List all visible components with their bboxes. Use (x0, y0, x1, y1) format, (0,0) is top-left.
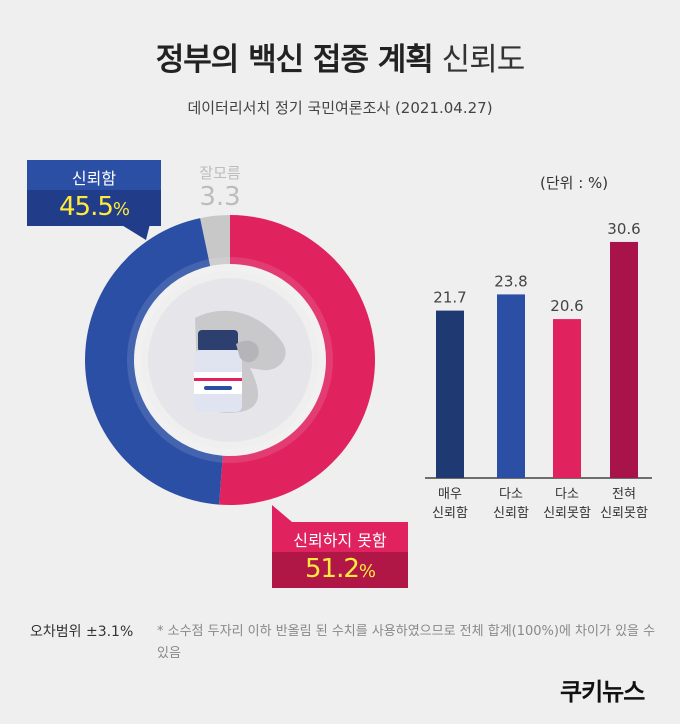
trust-callout-label-bg (27, 160, 161, 190)
bar-category-label-1: 매우 (438, 487, 462, 502)
trust-callout: 신뢰함 45.5% (27, 160, 161, 226)
distrust-slice (219, 215, 375, 506)
bar-value-label-1: 21.7 (433, 289, 466, 307)
dont-know-value: 3.3 (199, 182, 241, 212)
trust-callout-tail (120, 224, 150, 240)
bar-4 (610, 241, 638, 478)
bar-category-label-3: 다소 (555, 487, 579, 502)
bar-category-label-3: 신뢰못함 (543, 506, 591, 521)
trust-percent: % (112, 199, 130, 220)
title-light: 신뢰도 (441, 42, 526, 78)
bar-category-label-4: 신뢰못함 (600, 506, 648, 521)
donut-inner-ring (127, 257, 333, 463)
distrust-callout-label-bg (272, 522, 408, 552)
bar-category-label-2: 다소 (499, 487, 523, 502)
distrust-value: 51.2 (305, 554, 360, 584)
trust-value: 45.5 (59, 192, 114, 222)
bar-value-label-2: 23.8 (494, 272, 527, 290)
trust-label: 신뢰함 (71, 169, 117, 188)
margin-of-error: 오차범위 ±3.1% (30, 624, 134, 640)
title-bold: 정부의 백신 접종 계획 (155, 42, 434, 78)
dont-know-slice (200, 215, 230, 267)
trust-slice (84, 218, 223, 505)
bar-category-label-1: 신뢰함 (432, 506, 468, 521)
dont-know-label: 잘모름 (199, 164, 241, 182)
rounding-note: * 소수점 두자리 이하 반올림 된 수치를 사용하였으므로 전체 합계(100… (157, 624, 656, 661)
chart-subtitle: 데이터리서치 정기 국민여론조사 (2021.04.27) (187, 99, 493, 117)
distrust-callout: 신뢰하지 못함 51.2% (272, 522, 408, 588)
trust-value-row: 45.5% (27, 192, 161, 222)
bar-2 (497, 294, 525, 478)
distrust-percent: % (358, 561, 376, 582)
distrust-value-row: 51.2% (272, 554, 408, 584)
unit-label: (단위 : %) (540, 174, 609, 192)
distrust-callout-tail (272, 505, 292, 522)
vaccine-vial-icon (194, 310, 286, 413)
bar-3 (553, 319, 581, 478)
bar-category-label-4: 전혀 (612, 487, 636, 502)
distrust-label: 신뢰하지 못함 (293, 531, 387, 550)
bar-category-label-2: 신뢰함 (493, 506, 529, 521)
publisher-logo: 쿠키뉴스 (560, 678, 645, 706)
chart-title: 정부의 백신 접종 계획 신뢰도 (0, 34, 680, 79)
bar-value-label-4: 30.6 (607, 220, 640, 238)
bar-1 (436, 310, 464, 478)
bar-value-label-3: 20.6 (550, 297, 583, 315)
